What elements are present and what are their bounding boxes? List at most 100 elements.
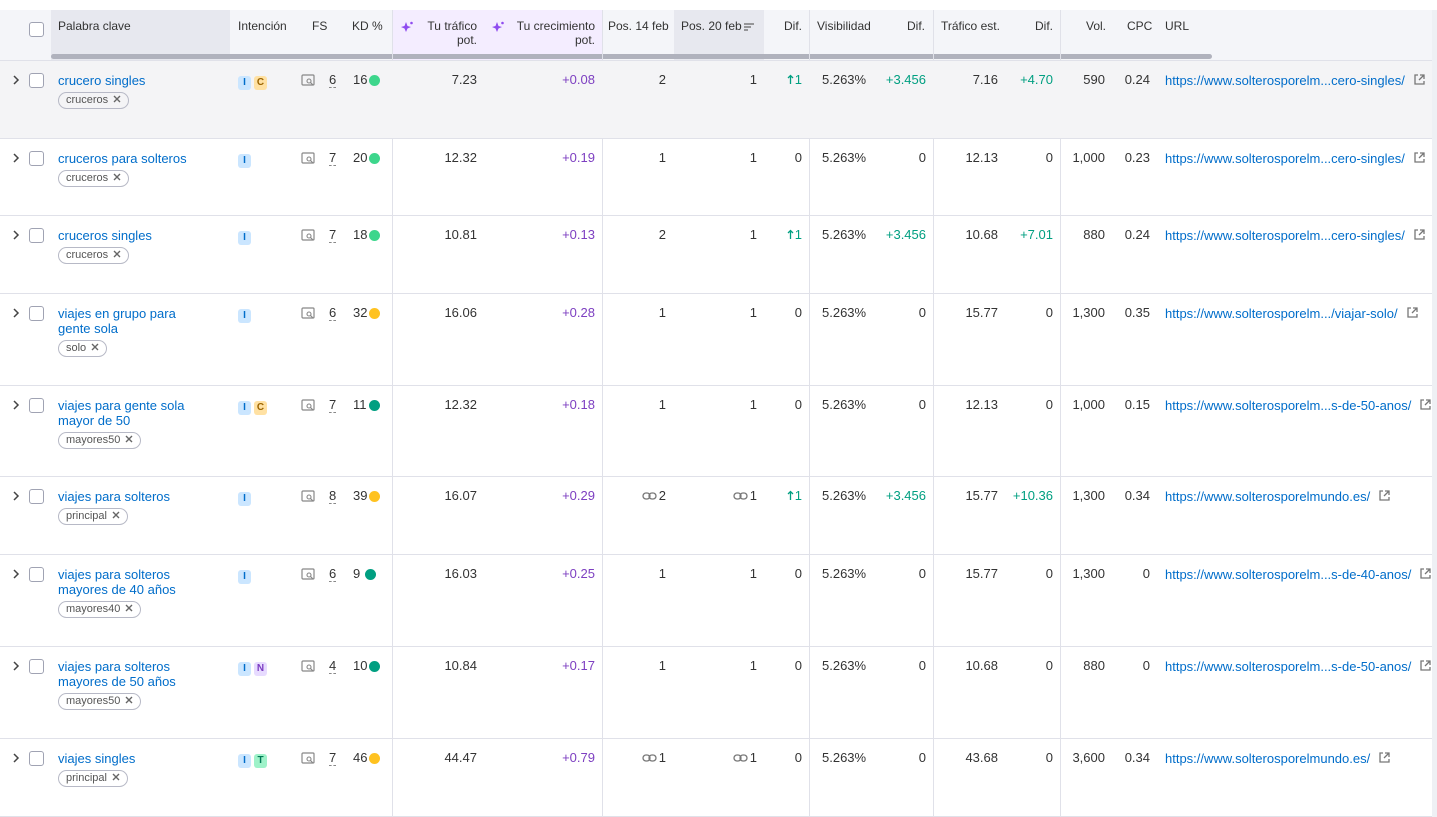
url-link[interactable]: https://www.solterosporelm...s-de-50-ano… <box>1165 398 1412 413</box>
column-header[interactable]: KD % <box>352 19 383 33</box>
keyword-tag[interactable]: principal <box>58 508 128 525</box>
url-link[interactable]: https://www.solterosporelmundo.es/ <box>1165 489 1371 504</box>
column-header[interactable]: Pos. 20 feb <box>681 19 742 33</box>
kd-value: 10 <box>353 658 368 673</box>
keyword-tag[interactable]: mayores40 <box>58 601 142 618</box>
fs-count[interactable]: 6 <box>329 566 337 582</box>
keyword-cell: viajes para gente sola mayor de 50 mayore… <box>58 398 193 449</box>
cell-traf-dif: 0 <box>1005 151 1053 165</box>
fs-count[interactable]: 4 <box>329 658 337 674</box>
value: +0.18 <box>562 397 595 412</box>
keyword-tag[interactable]: mayores50 <box>58 693 142 710</box>
keyword-link[interactable]: viajes para solteros <box>58 489 170 504</box>
row-checkbox[interactable] <box>29 751 44 766</box>
cell-trafico: 15.77 <box>933 489 998 503</box>
fs-count[interactable]: 7 <box>329 397 337 413</box>
keyword-link[interactable]: viajes para solteros mayores de 40 años <box>58 567 176 597</box>
expand-chevron[interactable] <box>11 661 21 671</box>
value: 0.24 <box>1124 227 1150 242</box>
intent-cell: I <box>238 306 254 323</box>
keyword-tag[interactable]: solo <box>58 340 108 357</box>
visibility: 5.263% <box>822 305 867 320</box>
fs-count[interactable]: 7 <box>329 150 337 166</box>
column-header[interactable]: Tráfico est. <box>941 19 1000 33</box>
url-link[interactable]: https://www.solterosporelm.../viajar-sol… <box>1165 306 1398 321</box>
cell-crecimiento: +0.17 <box>485 659 595 673</box>
expand-chevron[interactable] <box>11 400 21 410</box>
column-header[interactable]: Dif. <box>1035 19 1053 33</box>
kd-dot <box>369 153 380 164</box>
expand-chevron[interactable] <box>11 308 21 318</box>
column-header[interactable]: Dif. <box>784 19 802 33</box>
scrollbar[interactable] <box>51 54 1212 59</box>
value: 7.16 <box>972 72 998 87</box>
column-header[interactable]: Visibilidad <box>817 19 871 33</box>
keyword-link[interactable]: cruceros para solteros <box>58 151 187 166</box>
url-link[interactable]: https://www.solterosporelm...cero-single… <box>1165 228 1405 243</box>
url-link[interactable]: https://www.solterosporelm...s-de-50-ano… <box>1165 659 1412 674</box>
column-header[interactable]: Dif. <box>907 19 925 33</box>
column-header[interactable]: FS <box>312 19 328 33</box>
column-header[interactable]: Palabra clave <box>58 19 131 33</box>
url-link[interactable]: https://www.solterosporelm...s-de-40-ano… <box>1165 567 1412 582</box>
url-link[interactable]: https://www.solterosporelm...cero-single… <box>1165 73 1405 88</box>
row-checkbox[interactable] <box>29 151 44 166</box>
value: 0 <box>1045 750 1053 765</box>
serp-feature-icon <box>301 752 315 764</box>
expand-chevron[interactable] <box>11 569 21 579</box>
row-checkbox[interactable] <box>29 228 44 243</box>
keyword-cell: viajes para solteros mayores de 40 años m… <box>58 567 193 618</box>
header-checkbox[interactable] <box>29 22 44 37</box>
cell-pos20: 1 <box>674 306 757 320</box>
cell-pos14: 1 <box>602 306 666 320</box>
row-checkbox[interactable] <box>29 567 44 582</box>
keyword-tag[interactable]: mayores50 <box>58 432 142 449</box>
serp-feature-icon <box>301 152 315 164</box>
fs-count[interactable]: 7 <box>329 750 337 766</box>
row-checkbox[interactable] <box>29 398 44 413</box>
expand-chevron[interactable] <box>11 753 21 763</box>
column-header[interactable]: Vol. <box>1086 19 1107 33</box>
cell-pos14: 1 <box>602 659 666 673</box>
url-cell: https://www.solterosporelm...s-de-50-ano… <box>1165 398 1432 413</box>
row-checkbox[interactable] <box>29 306 44 321</box>
cell-cpc: 0.24 <box>1110 228 1150 242</box>
keyword-link[interactable]: viajes para gente sola mayor de 50 <box>58 398 185 428</box>
column-header[interactable]: Tu crecimiento pot. <box>516 19 595 47</box>
keyword-tag[interactable]: principal <box>58 770 128 787</box>
value: +0.17 <box>562 658 595 673</box>
keyword-link[interactable]: crucero singles <box>58 73 146 88</box>
row-checkbox[interactable] <box>29 659 44 674</box>
column-header[interactable]: Tu tráfico pot. <box>427 19 477 47</box>
kd-dot <box>365 569 376 580</box>
row-checkbox[interactable] <box>29 489 44 504</box>
value: 0 <box>794 566 802 581</box>
link-icon <box>733 754 748 762</box>
keyword-link[interactable]: viajes para solteros mayores de 50 años <box>58 659 176 689</box>
expand-chevron[interactable] <box>11 491 21 501</box>
keyword-link[interactable]: cruceros singles <box>58 228 152 243</box>
cell-cpc: 0 <box>1110 659 1150 673</box>
fs-count[interactable]: 7 <box>329 227 337 243</box>
keyword-tag[interactable]: cruceros <box>58 247 130 264</box>
fs-count[interactable]: 8 <box>329 488 337 504</box>
keyword-link[interactable]: viajes singles <box>58 751 136 766</box>
value: 43.68 <box>965 750 998 765</box>
column-header[interactable]: Intención <box>238 19 287 33</box>
keyword-tag[interactable]: cruceros <box>58 92 130 109</box>
url-link[interactable]: https://www.solterosporelm...cero-single… <box>1165 151 1405 166</box>
url-link[interactable]: https://www.solterosporelmundo.es/ <box>1165 751 1371 766</box>
value: 15.77 <box>965 305 998 320</box>
expand-chevron[interactable] <box>11 153 21 163</box>
external-link-icon <box>1420 568 1432 579</box>
column-header[interactable]: Pos. 14 feb <box>608 19 669 33</box>
expand-chevron[interactable] <box>11 75 21 85</box>
keyword-tag[interactable]: cruceros <box>58 170 130 187</box>
expand-chevron[interactable] <box>11 230 21 240</box>
row-checkbox[interactable] <box>29 73 44 88</box>
column-header[interactable]: URL <box>1165 19 1190 33</box>
column-header[interactable]: CPC <box>1127 19 1153 33</box>
keyword-link[interactable]: viajes en grupo para gente sola <box>58 306 176 336</box>
fs-count[interactable]: 6 <box>329 72 337 88</box>
fs-count[interactable]: 6 <box>329 305 337 321</box>
